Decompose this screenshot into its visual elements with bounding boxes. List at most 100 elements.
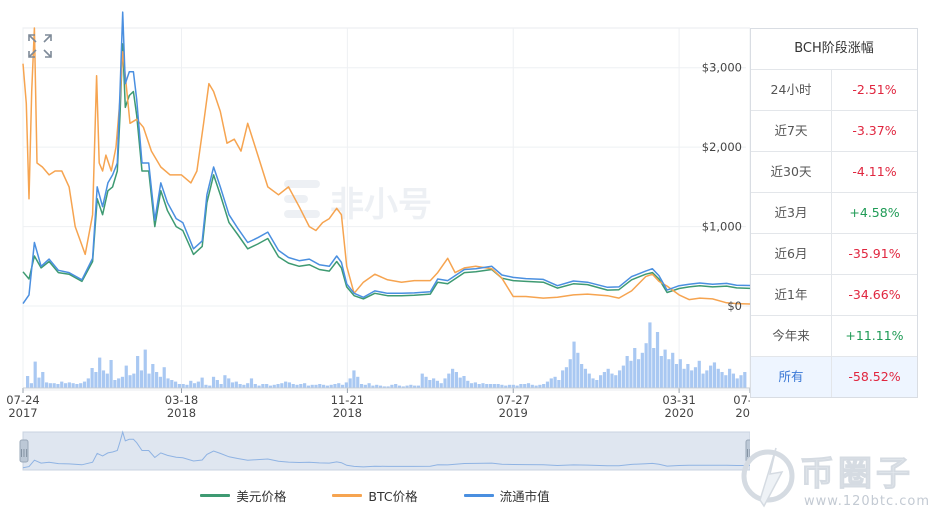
volume-bar (511, 384, 515, 388)
volume-bar (33, 361, 37, 388)
volume-bar (185, 384, 189, 388)
legend-swatch (463, 494, 494, 497)
y-tick-label: $0 (727, 299, 742, 313)
volume-bar (671, 352, 675, 388)
legend-item[interactable]: 流通市值 (463, 486, 550, 505)
volume-bar (101, 370, 106, 388)
period-label: 所有 (751, 357, 832, 397)
volume-bar (545, 381, 550, 388)
volume-bar (363, 384, 367, 388)
period-label: 近1年 (751, 275, 832, 315)
volume-bar (591, 378, 595, 388)
volume-bar (303, 383, 307, 388)
volume-bar (211, 376, 216, 388)
volume-bar (701, 373, 705, 388)
volume-bar (215, 380, 219, 388)
volume-bar (382, 386, 386, 388)
volume-bar (310, 384, 314, 388)
brush-handle-right[interactable]: ||| (745, 439, 750, 463)
volume-bar (424, 376, 428, 388)
volume-bar (557, 380, 561, 388)
volume-bar (743, 372, 747, 388)
volume-bar (162, 367, 166, 388)
volume-bar (485, 384, 489, 388)
volume-bar (79, 383, 83, 388)
volume-bar (621, 365, 625, 388)
volume-bar (602, 372, 606, 388)
svg-text:|||: ||| (20, 448, 28, 457)
volume-bar (208, 385, 212, 388)
volume-bar (227, 378, 231, 388)
volume-bar (617, 370, 622, 388)
volume-bar (109, 360, 113, 388)
volume-bar (716, 368, 720, 388)
volume-bar (568, 359, 572, 388)
x-tick-year: 2018 (167, 406, 196, 420)
legend-item[interactable]: BTC价格 (332, 486, 418, 505)
series-line (22, 11, 750, 305)
volume-bar (155, 372, 159, 388)
volume-bar (67, 382, 71, 388)
volume-bar (625, 356, 629, 388)
period-row[interactable]: 近3月 +4.58% (751, 193, 917, 234)
volume-bar (386, 386, 390, 388)
period-label: 近3月 (751, 193, 832, 233)
period-row[interactable]: 24小时 -2.51% (751, 70, 917, 111)
volume-bar (739, 375, 743, 388)
volume-bars (26, 322, 747, 388)
volume-bar (659, 356, 663, 388)
volume-bar (451, 368, 455, 388)
volume-bar (41, 372, 45, 388)
volume-bar (462, 376, 466, 388)
period-label: 近30天 (751, 152, 832, 192)
period-row[interactable]: 今年来 +11.11% (751, 316, 917, 357)
volume-bar (230, 382, 235, 388)
period-row[interactable]: 近6月 -35.91% (751, 234, 917, 275)
range-brush[interactable]: ||| ||| (19, 430, 750, 471)
volume-bar (48, 383, 52, 388)
volume-bar (523, 384, 527, 388)
volume-bar (63, 383, 68, 388)
expand-icon[interactable] (27, 33, 53, 59)
legend-swatch (332, 494, 363, 497)
volume-bar (234, 381, 238, 388)
period-row[interactable]: 所有 -58.52% (751, 357, 917, 397)
volume-bar (428, 380, 432, 388)
period-row[interactable]: 近7天 -3.37% (751, 111, 917, 152)
volume-bar (712, 362, 717, 388)
y-tick-label: $2,000 (702, 140, 742, 154)
volume-bar (674, 364, 679, 388)
series-lines (22, 11, 750, 305)
x-tick-label: 11-21 (331, 393, 364, 407)
period-table-title: BCH阶段涨幅 (751, 29, 917, 70)
volume-bar (663, 349, 667, 388)
volume-bar (166, 378, 170, 388)
legend-item[interactable]: 美元价格 (200, 486, 286, 505)
x-tick-year: 2019 (499, 406, 528, 420)
brush-handle-left[interactable]: ||| (19, 439, 29, 463)
volume-bar (223, 375, 227, 388)
volume-bar (686, 364, 690, 388)
volume-bar (200, 377, 204, 388)
x-tick-year: 2017 (8, 406, 37, 420)
x-tick-label: 07-15 (733, 393, 750, 407)
volume-bar (242, 384, 246, 388)
legend-label: BTC价格 (368, 489, 418, 504)
volume-bar (473, 382, 477, 388)
volume-bar (219, 384, 223, 388)
volume-bar (272, 384, 276, 388)
volume-bar (572, 341, 576, 388)
volume-bar (466, 380, 470, 388)
volume-bar (633, 348, 637, 388)
volume-bar (56, 384, 60, 388)
volume-bar (526, 383, 531, 388)
volume-bar (299, 384, 303, 388)
volume-bar (306, 385, 311, 388)
plot-background (22, 27, 750, 391)
volume-bar (344, 382, 348, 388)
volume-bar (454, 372, 458, 388)
period-row[interactable]: 近1年 -34.66% (751, 275, 917, 316)
volume-bar (371, 385, 375, 388)
x-tick-label: 07-27 (497, 393, 530, 407)
period-row[interactable]: 近30天 -4.11% (751, 152, 917, 193)
